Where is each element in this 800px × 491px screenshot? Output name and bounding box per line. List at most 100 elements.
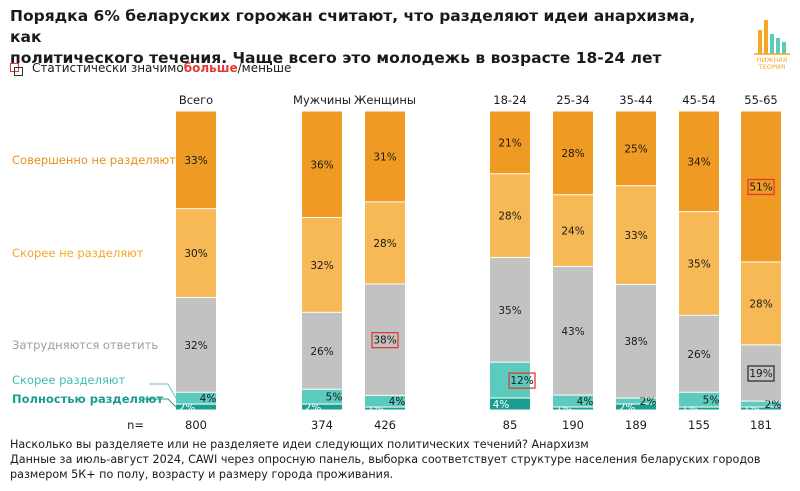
bar-segment-4-1: [302, 111, 342, 218]
bar-segment-4-5: [616, 111, 656, 186]
value-label-1-2: 4%: [389, 396, 406, 408]
bar-segment-1-3: [490, 362, 530, 398]
value-label-4-5: 25%: [624, 143, 647, 155]
bar-segment-0-4: [553, 407, 593, 410]
value-label-2-7: 19%: [749, 368, 772, 380]
value-label-2-6: 26%: [687, 349, 710, 361]
value-label-1-4: 4%: [577, 396, 594, 408]
value-label-1-1: 5%: [326, 392, 343, 404]
highlight-box-0: [371, 331, 399, 349]
value-label-1-5: 2%: [640, 396, 657, 408]
value-label-3-0: 30%: [184, 248, 207, 260]
value-label-1-7: 2%: [765, 399, 782, 411]
highlight-box-1: [508, 372, 536, 389]
value-label-4-4: 28%: [561, 148, 584, 160]
bar-segment-1-5: [616, 398, 656, 404]
significance-legend: Статистически значимо больше/меньше: [10, 60, 291, 76]
series-label-0: Полностью разделяют: [12, 392, 163, 406]
series-label-2: Затрудняются ответить: [12, 338, 158, 352]
n-label-1: 374: [311, 418, 333, 432]
footer-question: Насколько вы разделяете или не разделяет…: [10, 438, 589, 451]
bar-segment-2-3: [490, 258, 530, 362]
n-label-7: 181: [750, 418, 772, 432]
leader-line-1: [149, 383, 177, 399]
highlight-box-3: [747, 365, 775, 382]
bar-segment-3-6: [679, 212, 719, 315]
value-label-2-1: 26%: [310, 346, 333, 358]
bar-segment-3-4: [553, 195, 593, 266]
value-label-4-6: 34%: [687, 156, 710, 168]
value-label-0-3: 4%: [493, 399, 510, 411]
value-label-3-3: 28%: [498, 211, 521, 223]
bar-segment-1-7: [741, 401, 781, 407]
bar-segment-0-1: [302, 404, 342, 410]
value-label-3-4: 24%: [561, 226, 584, 238]
value-label-4-0: 33%: [184, 155, 207, 167]
category-label-5: 35-44: [619, 93, 652, 107]
title-line-1: Порядка 6% беларуских горожан считают, ч…: [10, 7, 696, 46]
value-label-2-0: 32%: [184, 340, 207, 352]
value-label-2-5: 38%: [624, 336, 647, 348]
bar-segment-0-5: [616, 404, 656, 410]
value-label-3-5: 33%: [624, 230, 647, 242]
bar-segment-3-5: [616, 186, 656, 284]
highlight-box-2: [747, 178, 775, 196]
value-label-2-3: 35%: [498, 305, 521, 317]
logo-text-2: ТЕОРИЯ: [758, 63, 786, 71]
category-label-7: 55-65: [744, 93, 777, 107]
bar-segment-3-0: [176, 209, 216, 298]
legend-prefix: Статистически значимо: [32, 61, 184, 75]
bar-segment-0-3: [490, 398, 530, 410]
title-line-2: политического течения. Чаще всего это мо…: [10, 49, 662, 67]
footer-notes: Насколько вы разделяете или не разделяет…: [10, 437, 790, 482]
bar-segment-2-6: [679, 315, 719, 392]
category-label-0: Всего: [179, 93, 213, 107]
category-label-4: 25-34: [556, 93, 589, 107]
value-label-2-4: 43%: [561, 326, 584, 338]
value-label-3-7: 28%: [749, 298, 772, 310]
category-label-3: 18-24: [493, 93, 526, 107]
n-prefix-label: n=: [127, 418, 144, 432]
value-label-3-6: 35%: [687, 258, 710, 270]
n-label-3: 85: [503, 418, 518, 432]
category-label-6: 45-54: [682, 93, 715, 107]
bar-segment-3-1: [302, 218, 342, 312]
footer-data-note-2: размером 5К+ по полу, возрасту и размеру…: [10, 468, 394, 481]
bar-segment-4-0: [176, 111, 216, 209]
value-label-3-2: 28%: [373, 238, 396, 250]
bar-segment-4-3: [490, 111, 530, 174]
value-label-4-3: 21%: [498, 137, 521, 149]
value-label-4-7: 51%: [749, 181, 772, 193]
value-label-1-0: 4%: [200, 393, 217, 405]
bar-segment-2-0: [176, 298, 216, 392]
bar-segment-4-4: [553, 111, 593, 195]
significance-squares-icon: [10, 63, 23, 76]
bar-segment-4-6: [679, 111, 719, 212]
bar-segment-4-2: [365, 111, 405, 202]
bar-segment-0-6: [679, 407, 719, 410]
n-label-6: 155: [688, 418, 710, 432]
value-label-0-0: 2%: [179, 402, 196, 414]
bar-segment-2-4: [553, 266, 593, 395]
series-label-1: Скорее разделяют: [12, 373, 126, 387]
legend-suffix: /меньше: [237, 61, 292, 75]
n-label-5: 189: [625, 418, 647, 432]
bar-segment-1-1: [302, 389, 342, 404]
bar-chart-logo-icon: НИЖНАЯ ТЕОРИЯ: [754, 20, 790, 71]
category-label-1: Мужчины: [293, 93, 351, 107]
bar-segment-0-2: [365, 407, 405, 410]
value-label-1-6: 5%: [703, 395, 720, 407]
chart-title: Порядка 6% беларуских горожан считают, ч…: [10, 6, 710, 69]
leader-line-0: [144, 398, 177, 408]
bar-segment-3-2: [365, 202, 405, 284]
value-label-4-2: 31%: [373, 151, 396, 163]
value-label-2-2: 38%: [373, 335, 396, 347]
logo-text-1: НИЖНАЯ: [757, 56, 788, 64]
value-label-1-3: 12%: [510, 375, 533, 387]
bar-segment-3-7: [741, 262, 781, 345]
bar-segment-0-7: [741, 407, 781, 410]
value-label-4-1: 36%: [310, 159, 333, 171]
bar-segment-1-6: [679, 392, 719, 407]
category-label-2: Женщины: [354, 93, 416, 107]
bar-segment-2-1: [302, 312, 342, 389]
